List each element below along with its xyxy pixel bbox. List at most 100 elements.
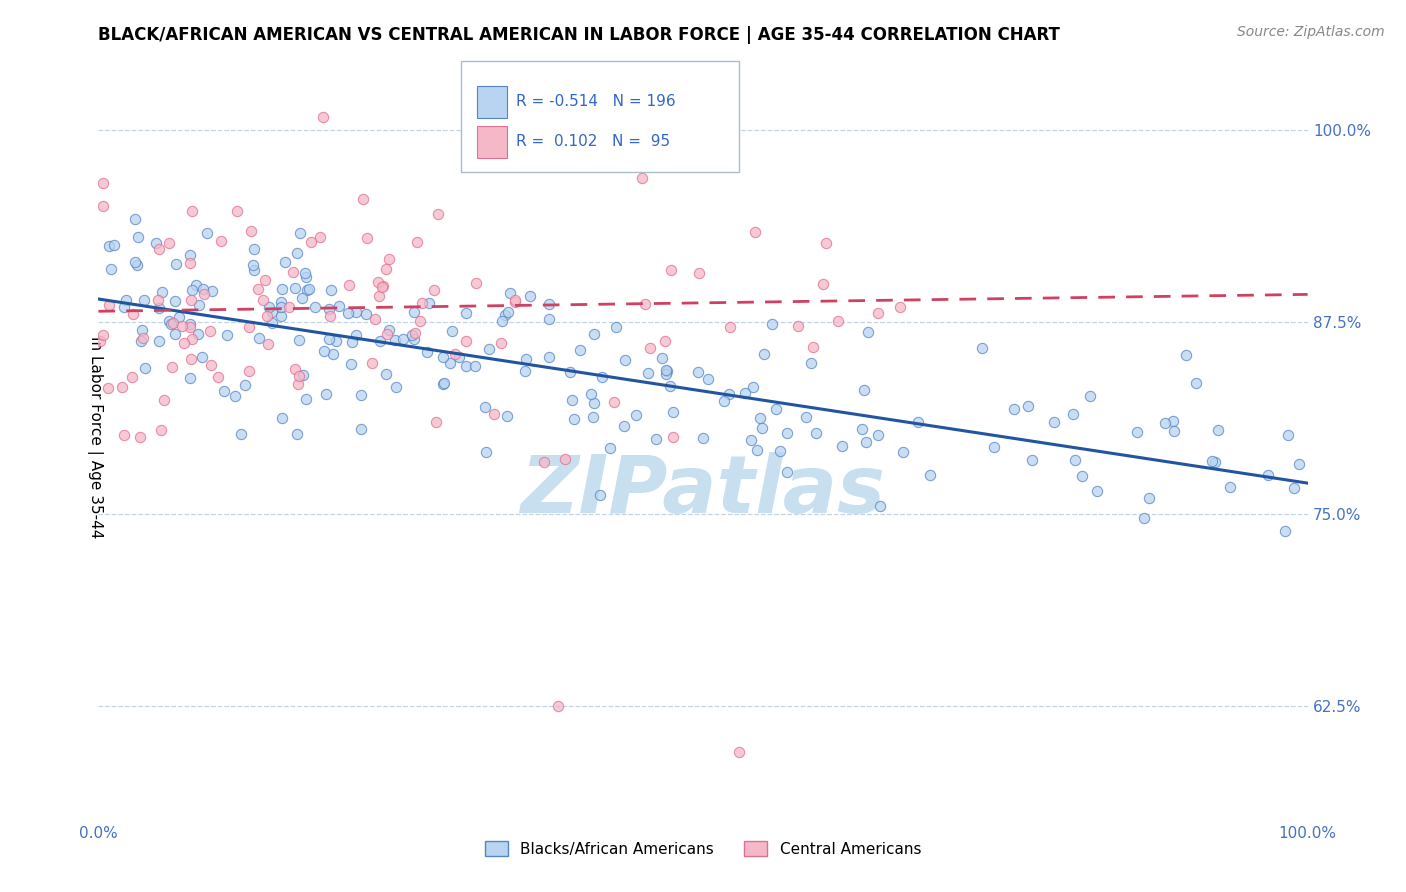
Point — [256, 309, 278, 323]
Point — [214, 384, 236, 399]
Point — [432, 377, 454, 392]
Point — [100, 261, 122, 276]
Point — [630, 171, 652, 186]
Point — [1078, 389, 1101, 403]
Point — [179, 320, 201, 334]
Point — [224, 388, 246, 402]
Point — [112, 427, 135, 442]
Point — [633, 297, 655, 311]
Point — [696, 372, 718, 386]
Point — [346, 305, 368, 319]
Point — [295, 392, 318, 406]
Point — [404, 332, 426, 346]
Point — [238, 320, 260, 334]
Point — [776, 426, 799, 441]
Point — [765, 401, 787, 416]
Point — [270, 295, 292, 310]
Point — [242, 258, 264, 272]
Point — [254, 273, 277, 287]
Point — [229, 426, 252, 441]
Point — [654, 334, 676, 348]
Point — [474, 401, 496, 415]
Point — [179, 248, 201, 262]
Point — [209, 234, 232, 248]
Point — [97, 239, 120, 253]
Point — [319, 309, 342, 323]
Legend: Blacks/African Americans, Central Americans: Blacks/African Americans, Central Americ… — [479, 835, 927, 863]
Point — [129, 334, 152, 348]
Point — [505, 293, 527, 307]
Point — [769, 444, 792, 458]
Point — [287, 376, 309, 391]
Point — [1043, 415, 1066, 429]
Point — [713, 394, 735, 409]
Point — [167, 310, 190, 325]
Point — [515, 352, 537, 367]
Point — [163, 326, 186, 341]
Point — [972, 341, 994, 355]
Point — [409, 314, 432, 328]
Point — [579, 387, 602, 401]
Point — [744, 225, 766, 239]
Point — [482, 407, 505, 421]
Point — [207, 370, 229, 384]
Point — [637, 366, 659, 380]
Point — [233, 377, 256, 392]
Point — [180, 293, 202, 307]
Point — [103, 238, 125, 252]
Point — [1071, 469, 1094, 483]
Point — [505, 295, 527, 310]
Point — [655, 364, 678, 378]
Point — [321, 283, 343, 297]
Point — [191, 350, 214, 364]
Point — [603, 394, 626, 409]
Point — [1064, 453, 1087, 467]
Point — [354, 307, 377, 321]
Point — [761, 317, 783, 331]
Point — [284, 281, 307, 295]
FancyBboxPatch shape — [461, 62, 740, 172]
Point — [983, 440, 1005, 454]
Point — [804, 426, 827, 441]
Text: BLACK/AFRICAN AMERICAN VS CENTRAL AMERICAN IN LABOR FORCE | AGE 35-44 CORRELATIO: BLACK/AFRICAN AMERICAN VS CENTRAL AMERIC… — [98, 26, 1060, 44]
Point — [312, 110, 335, 124]
Point — [645, 432, 668, 446]
Point — [918, 468, 941, 483]
Point — [337, 277, 360, 292]
Point — [1288, 457, 1310, 471]
Point — [720, 320, 742, 334]
Point — [349, 388, 371, 402]
Point — [869, 499, 891, 513]
FancyBboxPatch shape — [477, 126, 508, 158]
Point — [868, 306, 890, 320]
Point — [150, 423, 173, 437]
Point — [200, 325, 222, 339]
Point — [533, 455, 555, 469]
Point — [375, 262, 398, 277]
Point — [439, 356, 461, 370]
Point — [148, 334, 170, 348]
Point — [281, 265, 304, 279]
Point — [270, 310, 292, 324]
Point — [688, 267, 710, 281]
Point — [491, 313, 513, 327]
Point — [215, 327, 238, 342]
Point — [270, 300, 292, 314]
Point — [257, 337, 280, 351]
Point — [416, 345, 439, 359]
Point — [1219, 480, 1241, 494]
Point — [582, 326, 605, 341]
Point — [554, 452, 576, 467]
Point — [89, 334, 111, 349]
Point — [418, 296, 440, 310]
Point — [262, 317, 284, 331]
Point — [318, 332, 340, 346]
Point — [112, 300, 135, 314]
Text: Source: ZipAtlas.com: Source: ZipAtlas.com — [1237, 25, 1385, 39]
Point — [404, 326, 426, 340]
Point — [153, 392, 176, 407]
Point — [127, 230, 149, 244]
Point — [288, 333, 311, 347]
Text: R =  0.102   N =  95: R = 0.102 N = 95 — [516, 134, 669, 149]
Point — [285, 427, 308, 442]
